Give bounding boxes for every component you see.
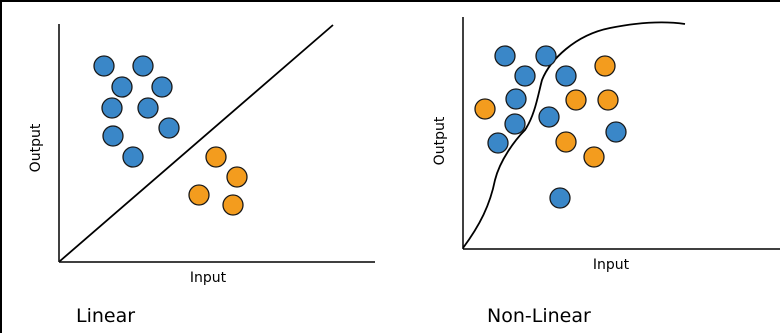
blue-point — [494, 45, 516, 67]
blue-point — [538, 106, 560, 128]
orange-point — [597, 89, 619, 111]
blue-point — [151, 76, 173, 98]
linear-xlabel: Input — [190, 270, 227, 286]
blue-point — [555, 65, 577, 87]
orange-point — [222, 194, 244, 216]
blue-point — [132, 55, 154, 77]
orange-point — [565, 89, 587, 111]
blue-point — [111, 76, 133, 98]
nonlinear-ylabel: Output — [432, 116, 448, 165]
linear-caption: Linear — [76, 305, 135, 327]
nonlinear-decision-boundary — [462, 21, 686, 249]
orange-point — [594, 55, 616, 77]
nonlinear-points — [474, 45, 627, 209]
blue-point — [504, 113, 526, 135]
blue-point — [549, 187, 571, 209]
orange-point — [205, 146, 227, 168]
blue-point — [101, 97, 123, 119]
blue-point — [137, 97, 159, 119]
blue-point — [514, 65, 536, 87]
orange-point — [474, 98, 496, 120]
blue-point — [158, 117, 180, 139]
blue-point — [102, 125, 124, 147]
orange-point — [555, 131, 577, 153]
linear-ylabel: Output — [28, 123, 44, 172]
nonlinear-panel: Output Input Non-Linear — [432, 17, 780, 327]
nonlinear-xlabel: Input — [593, 257, 630, 273]
linear-points — [93, 55, 248, 216]
orange-point — [226, 166, 248, 188]
blue-point — [487, 132, 509, 154]
nonlinear-caption: Non-Linear — [487, 305, 591, 327]
blue-point — [535, 45, 557, 67]
orange-point — [188, 184, 210, 206]
orange-point — [583, 146, 605, 168]
linear-panel: Output Input Linear — [28, 24, 375, 327]
blue-point — [605, 121, 627, 143]
blue-point — [122, 146, 144, 168]
blue-point — [505, 88, 527, 110]
blue-point — [93, 55, 115, 77]
linear-decision-boundary — [59, 24, 334, 262]
